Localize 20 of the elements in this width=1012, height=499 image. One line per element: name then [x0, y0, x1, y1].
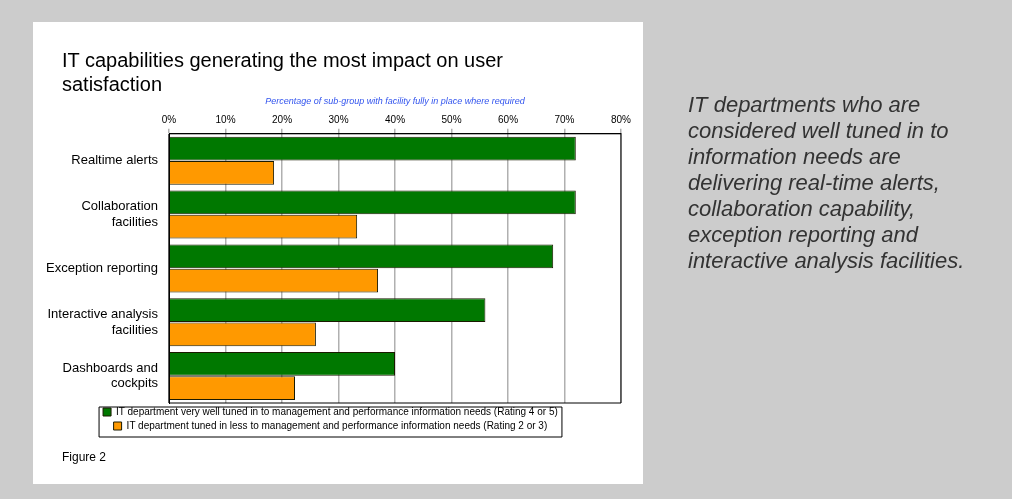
x-tick-label: 80%: [610, 113, 632, 125]
y-tick-label: Collaboration facilities: [81, 198, 159, 229]
x-tick-label: 20%: [272, 113, 293, 125]
y-tick-label: Interactive analysis facilities: [47, 306, 159, 337]
caption: Figure 2: [62, 450, 107, 464]
y-tick-label: Exception reporting: [46, 259, 159, 275]
legend-label: IT department very well tuned in to management and performance information needs (Rating 4 or 5): [116, 405, 558, 417]
x-tick-label: 0%: [161, 113, 177, 125]
x-tick-label: 10%: [215, 113, 236, 125]
x-axis-title: Percentage of sub-group with facility fully in place where required: [265, 95, 526, 106]
chart-title: IT capabilities generating the most impact on user satisfaction: [62, 48, 504, 96]
x-tick-label: 30%: [328, 113, 349, 125]
x-tick-label: 60%: [497, 113, 519, 125]
x-tick-label: 70%: [554, 113, 575, 125]
x-tick-label: 40%: [385, 113, 406, 125]
y-tick-label: Dashboards and cockpits: [62, 359, 159, 391]
legend-label: IT department tuned in less to management and performance information needs (Rating 2 or 3): [126, 419, 548, 431]
x-tick-label: 50%: [441, 113, 462, 125]
text: IT departments who are considered well tuned in to information needs are delivering real-time alerts, collaboration capability, exception reporting and interactive analysis facilities.: [688, 92, 966, 274]
y-tick-label: Realtime alerts: [71, 152, 159, 168]
